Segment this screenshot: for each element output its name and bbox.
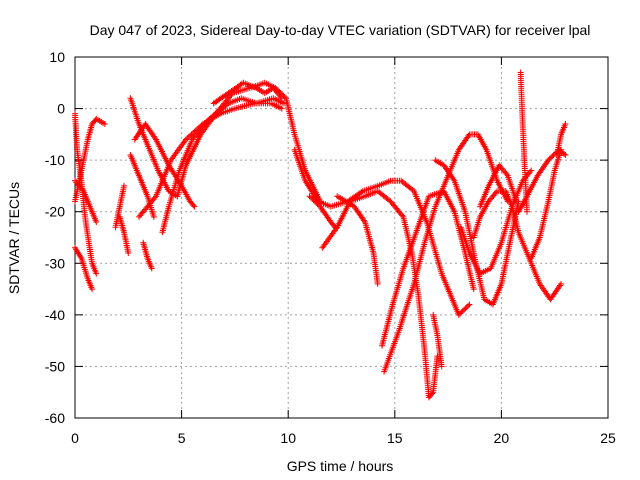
x-tick-label: 5 [178, 430, 186, 446]
data-point-markers [72, 177, 100, 225]
series-arc-1 [72, 244, 96, 293]
x-tick-label: 10 [280, 430, 296, 446]
y-tick-label: -40 [45, 307, 65, 323]
data-points [72, 69, 569, 401]
data-point-markers [379, 188, 477, 349]
y-tick-label: -50 [45, 358, 65, 374]
series-arc-8 [127, 95, 181, 200]
data-point-markers [140, 239, 155, 272]
data-point-markers [291, 146, 473, 318]
data-point-markers [381, 131, 511, 375]
chart-title: Day 047 of 2023, Sidereal Day-to-day VTE… [90, 22, 591, 38]
series-arc-12 [159, 95, 287, 236]
y-tick-label: -10 [45, 152, 65, 168]
data-point-markers [528, 146, 565, 262]
grid-lines [75, 57, 608, 418]
series-arc-20 [381, 131, 511, 375]
data-point-markers [553, 121, 569, 158]
series-arc-5 [112, 182, 127, 231]
y-tick-label: -60 [45, 410, 65, 426]
y-tick-label: -30 [45, 255, 65, 271]
series-arc-4 [72, 177, 100, 225]
data-point-markers [430, 311, 445, 370]
y-axis-label: SDTVAR / TECUs [6, 182, 22, 294]
series-arc-15 [291, 146, 473, 318]
y-tick-label: 0 [57, 101, 65, 117]
series-arc-25 [477, 162, 520, 210]
series-arc-28 [528, 146, 565, 262]
x-tick-label: 0 [71, 430, 79, 446]
x-tick-label: 15 [387, 430, 403, 446]
y-tick-label: -20 [45, 204, 65, 220]
series-arc-16 [306, 193, 339, 231]
plot-frame [74, 56, 609, 419]
data-point-markers [112, 182, 127, 231]
data-point-markers [306, 193, 339, 231]
series-arc-2 [72, 110, 100, 277]
series-arc-19 [379, 188, 477, 349]
x-tick-label: 25 [600, 430, 616, 446]
data-point-markers [72, 110, 100, 277]
series-arc-22 [430, 311, 445, 370]
series-arc-6 [116, 213, 132, 256]
data-point-markers [72, 244, 96, 293]
data-point-markers [127, 95, 181, 200]
y-tick-label: 10 [49, 49, 65, 65]
series-arc-18 [334, 193, 381, 287]
data-point-markers [210, 79, 285, 107]
axis-ticks: 0 5 10 15 20 25 10 0 -10 -20 -30 -40 -50 -60 [45, 49, 616, 446]
series-arc-3 [72, 115, 108, 205]
series-arc-29 [553, 121, 569, 158]
data-point-markers [159, 95, 287, 236]
series-arc-7 [140, 239, 155, 272]
series-arc-14 [210, 79, 285, 107]
data-point-markers [334, 193, 381, 287]
data-point-markers [116, 213, 132, 256]
x-axis-label: GPS time / hours [287, 458, 394, 474]
data-point-markers [72, 115, 108, 205]
data-point-markers [477, 162, 520, 210]
x-tick-label: 20 [494, 430, 510, 446]
